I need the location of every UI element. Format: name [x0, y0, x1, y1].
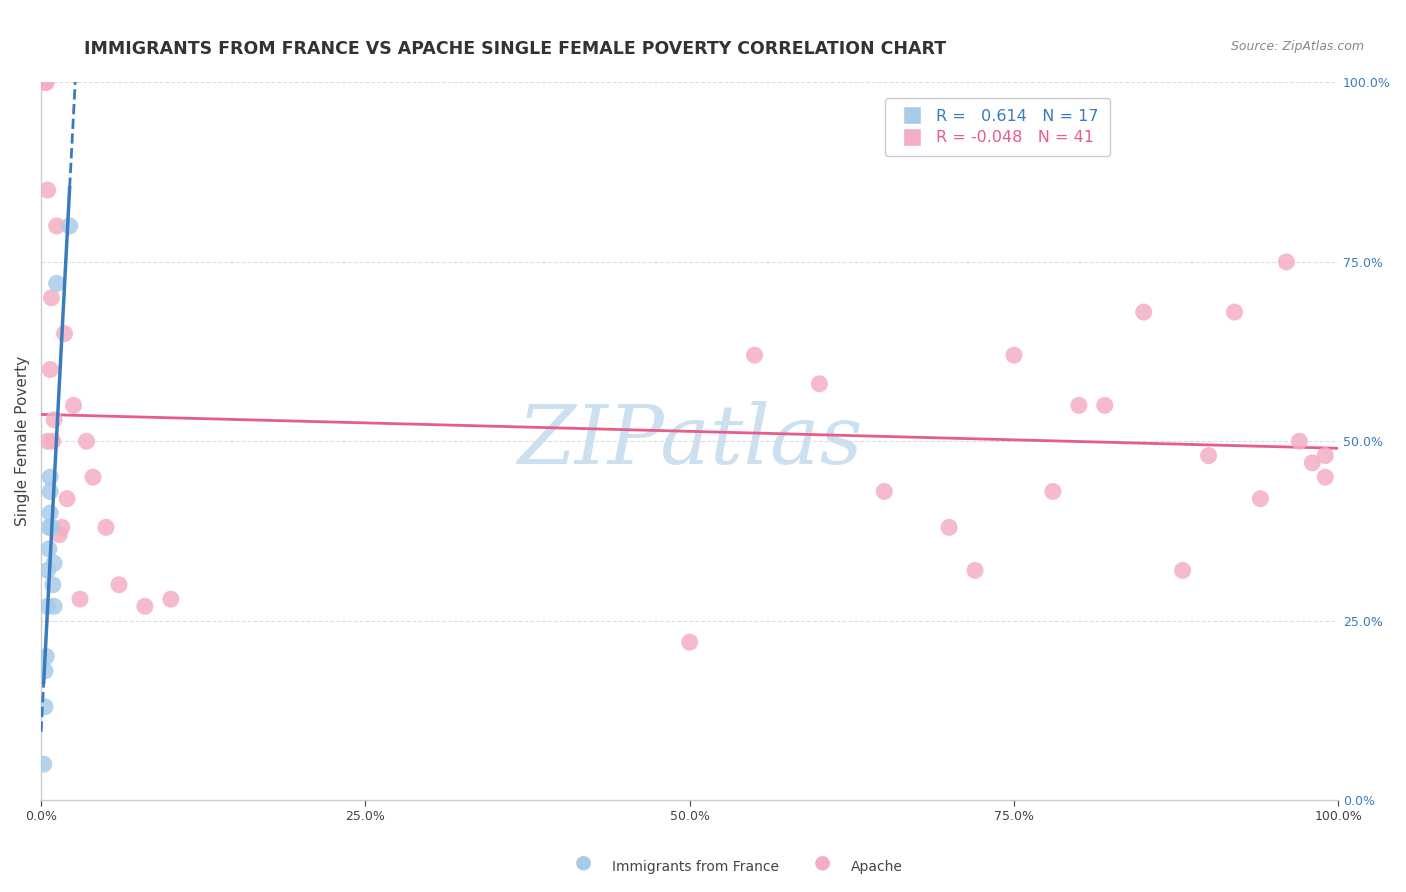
Text: IMMIGRANTS FROM FRANCE VS APACHE SINGLE FEMALE POVERTY CORRELATION CHART: IMMIGRANTS FROM FRANCE VS APACHE SINGLE …: [84, 40, 946, 58]
Immigrants from France: [37, 563, 59, 577]
Immigrants from France: [39, 470, 62, 484]
Immigrants from France: [39, 484, 62, 499]
Immigrants from France: [39, 506, 62, 520]
Text: Source: ZipAtlas.com: Source: ZipAtlas.com: [1230, 40, 1364, 54]
Apache: [37, 434, 59, 449]
Apache: [69, 592, 91, 607]
Apache: [94, 520, 117, 534]
Apache: [965, 563, 987, 577]
Text: Apache: Apache: [851, 860, 903, 874]
Apache: [1288, 434, 1310, 449]
Immigrants from France: [42, 599, 65, 614]
Immigrants from France: [42, 578, 65, 592]
Apache: [159, 592, 181, 607]
Apache: [744, 348, 766, 362]
Apache: [679, 635, 702, 649]
Immigrants from France: [59, 219, 82, 233]
Apache: [108, 578, 131, 592]
Apache: [1249, 491, 1271, 506]
Apache: [1171, 563, 1194, 577]
Apache: [938, 520, 960, 534]
Apache: [34, 75, 56, 89]
Text: ●: ●: [575, 852, 592, 871]
Apache: [1223, 305, 1246, 319]
Apache: [39, 362, 62, 376]
Text: ZIPatlas: ZIPatlas: [517, 401, 862, 482]
Apache: [873, 484, 896, 499]
Apache: [48, 527, 70, 541]
Apache: [82, 470, 104, 484]
Apache: [37, 183, 59, 197]
Apache: [41, 291, 63, 305]
Apache: [1067, 398, 1090, 412]
Immigrants from France: [38, 520, 60, 534]
Apache: [51, 520, 73, 534]
Immigrants from France: [41, 520, 63, 534]
Apache: [62, 398, 84, 412]
Immigrants from France: [42, 556, 65, 570]
Immigrants from France: [38, 541, 60, 556]
Immigrants from France: [34, 699, 56, 714]
Immigrants from France: [37, 599, 59, 614]
Text: Immigrants from France: Immigrants from France: [612, 860, 779, 874]
Apache: [53, 326, 76, 341]
Immigrants from France: [35, 649, 58, 664]
Apache: [56, 491, 79, 506]
Apache: [1132, 305, 1154, 319]
Apache: [1094, 398, 1116, 412]
Apache: [42, 434, 65, 449]
Apache: [76, 434, 98, 449]
Apache: [1301, 456, 1323, 470]
Apache: [1002, 348, 1025, 362]
Apache: [1315, 449, 1337, 463]
Apache: [42, 413, 65, 427]
Apache: [1042, 484, 1064, 499]
Apache: [1275, 255, 1298, 269]
Apache: [1315, 470, 1337, 484]
Apache: [35, 75, 58, 89]
Legend: R =   0.614   N = 17, R = -0.048   N = 41: R = 0.614 N = 17, R = -0.048 N = 41: [884, 97, 1109, 156]
Apache: [1198, 449, 1220, 463]
Immigrants from France: [32, 757, 55, 772]
Apache: [45, 219, 67, 233]
Immigrants from France: [34, 664, 56, 678]
Text: ●: ●: [814, 852, 831, 871]
Y-axis label: Single Female Poverty: Single Female Poverty: [15, 356, 30, 526]
Apache: [808, 376, 831, 391]
Immigrants from France: [45, 277, 67, 291]
Apache: [134, 599, 156, 614]
